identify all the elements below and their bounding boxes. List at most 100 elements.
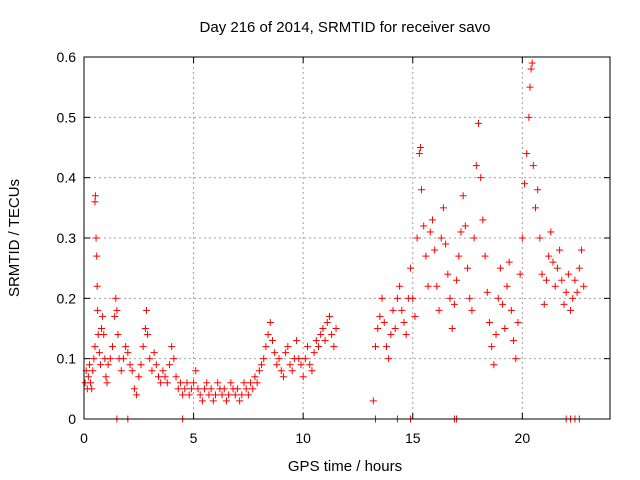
axes: 0 0.1 0.2 0.3 0.4 0.5 0.6 0 5 10 15 20	[57, 49, 610, 446]
data-point	[284, 343, 292, 351]
data-point	[85, 361, 93, 369]
x-axis-label: GPS time / hours	[288, 458, 402, 475]
data-point	[422, 252, 430, 260]
data-point	[321, 337, 329, 345]
data-point	[503, 282, 511, 290]
data-point	[567, 306, 575, 314]
data-point	[481, 252, 489, 260]
data-point	[444, 270, 452, 278]
data-point	[538, 270, 546, 278]
data-point	[407, 264, 415, 272]
data-point	[258, 361, 266, 369]
data-point	[418, 186, 426, 194]
data-point	[142, 306, 150, 314]
data-point	[472, 162, 480, 170]
data-point	[91, 198, 99, 206]
data-point	[165, 361, 173, 369]
data-point	[304, 343, 312, 351]
data-point	[207, 385, 215, 393]
data-point	[185, 391, 193, 399]
data-point	[374, 325, 382, 332]
data-point	[288, 367, 296, 375]
data-point	[286, 361, 294, 369]
data-point	[89, 367, 97, 375]
data-point	[102, 373, 110, 381]
data-point	[282, 349, 290, 357]
x-tick-label: 10	[295, 430, 311, 446]
data-point	[277, 367, 285, 375]
data-point	[328, 331, 336, 339]
data-point	[240, 379, 248, 387]
data-point	[201, 385, 209, 393]
data-point	[104, 361, 112, 369]
data-point	[141, 325, 149, 332]
data-point	[527, 65, 535, 73]
data-point	[103, 379, 111, 387]
data-point	[295, 355, 303, 363]
data-point	[317, 331, 325, 339]
data-point	[108, 343, 116, 351]
data-point	[126, 361, 134, 369]
data-point	[325, 312, 333, 320]
data-point	[262, 343, 270, 351]
data-point	[455, 252, 463, 260]
data-point	[461, 222, 469, 230]
data-point	[439, 204, 447, 212]
data-point	[540, 300, 548, 308]
data-point	[306, 361, 314, 369]
data-point	[505, 258, 513, 266]
data-point	[242, 385, 250, 393]
data-point	[437, 234, 445, 242]
data-point	[249, 385, 257, 393]
data-point	[450, 300, 458, 308]
chart-title: Day 216 of 2014, SRMTID for receiver sav…	[200, 19, 491, 36]
data-point	[174, 385, 182, 393]
data-point	[578, 246, 586, 254]
data-point	[275, 355, 283, 363]
data-point	[534, 186, 542, 194]
data-point	[218, 391, 226, 399]
data-point	[122, 343, 130, 351]
data-point	[168, 343, 176, 351]
data-point	[179, 391, 187, 399]
data-point	[95, 349, 103, 357]
data-point	[413, 234, 421, 242]
y-axis-label: SRMTID / TECUs	[6, 179, 23, 297]
data-point	[547, 228, 555, 236]
data-point	[416, 144, 424, 151]
data-point	[376, 312, 384, 320]
data-point	[117, 367, 125, 375]
data-point	[523, 150, 531, 158]
data-point	[382, 343, 390, 351]
data-point	[402, 331, 410, 339]
data-point	[233, 385, 241, 393]
data-point	[183, 379, 191, 387]
data-point	[400, 318, 408, 326]
data-point	[84, 373, 92, 381]
data-point	[253, 379, 261, 387]
data-point	[536, 234, 544, 242]
data-point	[492, 331, 500, 339]
data-point	[496, 264, 504, 272]
data-point	[391, 325, 399, 332]
data-point	[100, 331, 108, 339]
data-point	[225, 391, 233, 399]
data-point	[93, 282, 101, 290]
data-point	[556, 246, 564, 254]
data-point	[545, 252, 553, 260]
data-point	[378, 294, 386, 302]
data-point	[477, 174, 485, 182]
data-point	[426, 228, 434, 236]
data-point	[521, 180, 529, 188]
data-point	[130, 385, 138, 393]
data-point	[214, 379, 222, 387]
data-point	[528, 59, 536, 67]
data-point	[91, 192, 99, 200]
data-point	[442, 240, 450, 248]
data-point	[238, 391, 246, 399]
data-point	[161, 373, 169, 381]
data-point	[205, 391, 213, 399]
data-point	[88, 385, 96, 393]
data-point	[119, 355, 127, 363]
data-point	[98, 325, 106, 332]
